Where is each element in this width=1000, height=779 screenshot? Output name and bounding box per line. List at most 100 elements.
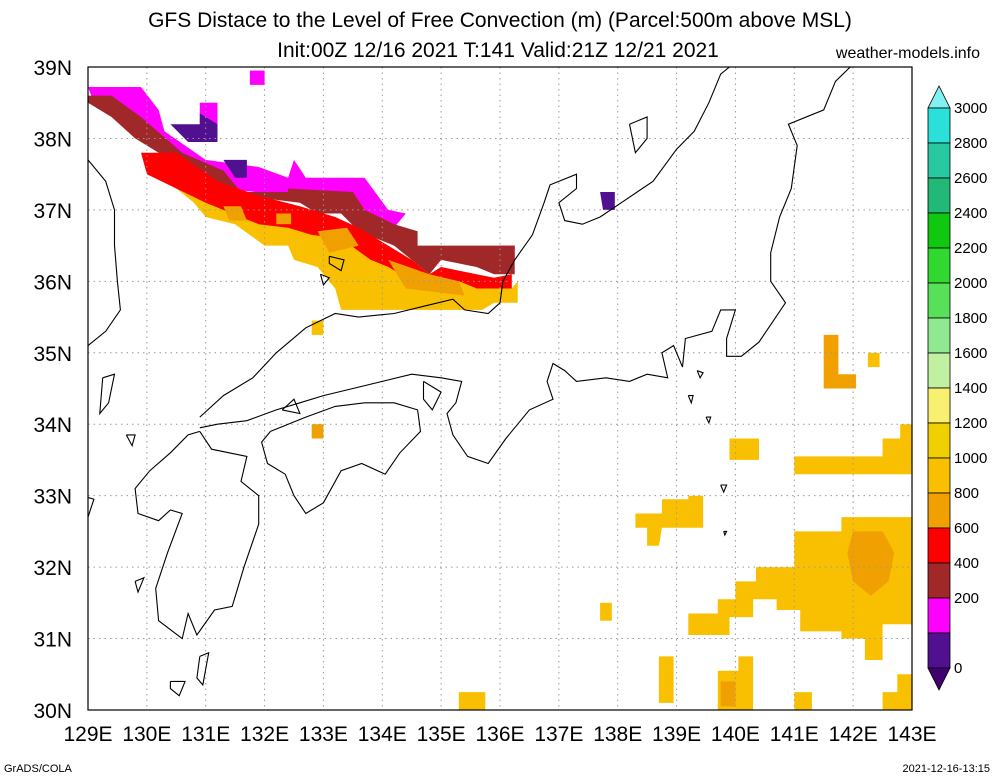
footer-timestamp: 2021-12-16-13:15 xyxy=(902,763,990,775)
fill-region-yellow xyxy=(882,674,912,710)
coastline xyxy=(260,402,422,515)
coastline xyxy=(199,67,851,465)
fill-region-purple xyxy=(170,113,218,142)
colorbar-label: 1800 xyxy=(954,310,987,327)
colorbar-swatch xyxy=(927,422,951,459)
fill-region-yellow xyxy=(794,692,812,710)
lat-tick-label: 36N xyxy=(33,271,72,294)
colorbar-label: 1000 xyxy=(954,450,987,467)
coastline xyxy=(628,116,648,154)
lon-tick-labels: 129E 130E 131E 132E 133E 134E 135E 136E 137E 138E… xyxy=(63,723,936,746)
fill-region-orange xyxy=(823,334,857,389)
colorbar-label: 2400 xyxy=(954,205,987,222)
colorbar-swatch xyxy=(927,212,951,249)
colorbar-label: 2800 xyxy=(954,135,987,152)
colorbar-swatch xyxy=(927,142,951,179)
fill-region-brown xyxy=(88,95,515,275)
fill-region-yellow xyxy=(635,495,704,546)
map-subtitle: Init:00Z 12/16 2021 T:141 Valid:21Z 12/2… xyxy=(277,39,719,62)
colorbar-label: 2000 xyxy=(954,275,987,292)
coastline xyxy=(696,370,704,380)
colorbar-label: 2600 xyxy=(954,170,987,187)
colorbar-swatch xyxy=(927,387,951,424)
coastline xyxy=(134,430,260,640)
lat-tick-label: 32N xyxy=(33,557,72,580)
colorbar-swatch xyxy=(927,562,951,599)
colorbar-label: 3000 xyxy=(954,100,987,117)
fill-region-yellow xyxy=(729,438,759,460)
colorbar-label: 400 xyxy=(954,555,979,572)
colorbar-swatch xyxy=(927,177,951,214)
coastline xyxy=(99,373,116,416)
coastline xyxy=(88,159,121,347)
colorbar-bottom-arrow xyxy=(927,667,951,691)
colorbar-swatch xyxy=(927,527,951,564)
lon-tick-label: 143E xyxy=(887,723,936,746)
coastlines xyxy=(88,67,851,697)
fill-region-yellow xyxy=(794,424,912,475)
fill-region-yellow xyxy=(867,352,880,368)
colorbar-label: 1400 xyxy=(954,380,987,397)
fill-region-purple xyxy=(600,192,615,210)
lat-tick-label: 31N xyxy=(33,629,72,652)
lat-tick-label: 30N xyxy=(33,700,72,723)
footer-credit: GrADS/COLA xyxy=(4,763,72,775)
coastline xyxy=(125,434,136,448)
fill-region-orange xyxy=(847,531,895,596)
lat-tick-label: 34N xyxy=(33,414,72,437)
lat-tick-label: 33N xyxy=(33,486,72,509)
fill-region-red xyxy=(141,152,512,289)
coastline xyxy=(319,273,331,287)
colorbar-swatch xyxy=(927,352,951,389)
colorbar-swatch xyxy=(927,632,951,669)
lon-tick-label: 141E xyxy=(770,723,819,746)
coastline xyxy=(196,651,210,687)
lon-tick-label: 137E xyxy=(534,723,583,746)
fill-region-orange xyxy=(311,424,324,439)
coastline xyxy=(199,67,730,418)
fill-region-yellow xyxy=(658,656,674,703)
lat-tick-label: 38N xyxy=(33,128,72,151)
fill-region-orange xyxy=(276,213,292,225)
lon-tick-label: 134E xyxy=(358,723,407,746)
coastline xyxy=(687,395,694,405)
lat-tick-label: 37N xyxy=(33,200,72,223)
lon-tick-label: 139E xyxy=(652,723,701,746)
fill-region-orange xyxy=(317,227,359,253)
coastline xyxy=(422,380,442,411)
colorbar-label: 600 xyxy=(954,520,979,537)
field-fills xyxy=(88,70,912,710)
lon-tick-label: 135E xyxy=(417,723,466,746)
coastline xyxy=(723,530,728,537)
fill-region-yellow xyxy=(600,602,612,621)
colorbar: 3000280026002400220020001800160014001200… xyxy=(927,85,987,691)
map-title: GFS Distace to the Level of Free Convect… xyxy=(148,9,852,32)
fill-region-yellow xyxy=(458,692,486,710)
colorbar-label: 2200 xyxy=(954,240,987,257)
coastline xyxy=(88,496,95,518)
fill-region-magenta xyxy=(249,70,265,85)
fill-region-orange xyxy=(388,259,465,296)
colorbar-label: 1600 xyxy=(954,345,987,362)
coastline xyxy=(281,398,301,415)
coastline xyxy=(328,255,345,272)
fill-region-purple xyxy=(223,159,247,178)
fill-region-yellow xyxy=(311,320,324,335)
lat-tick-labels: 30N 31N 32N 33N 34N 35N 36N 37N 38N 39N xyxy=(33,57,72,723)
colorbar-swatch xyxy=(927,107,951,144)
colorbar-label: 0 xyxy=(954,660,962,677)
colorbar-swatch xyxy=(927,492,951,529)
colorbar-label: 1200 xyxy=(954,415,987,432)
colorbar-top-arrow xyxy=(927,85,951,109)
colorbar-swatch xyxy=(927,247,951,284)
coastline xyxy=(705,416,712,425)
lon-tick-label: 131E xyxy=(181,723,230,746)
source-label: weather-models.info xyxy=(835,45,980,62)
coastline xyxy=(134,576,145,594)
colorbar-swatch xyxy=(927,317,951,354)
fill-region-orange xyxy=(720,681,736,707)
lon-tick-label: 140E xyxy=(711,723,760,746)
colorbar-label: 200 xyxy=(954,590,979,607)
fill-region-orange xyxy=(223,206,247,221)
lon-tick-label: 132E xyxy=(240,723,289,746)
